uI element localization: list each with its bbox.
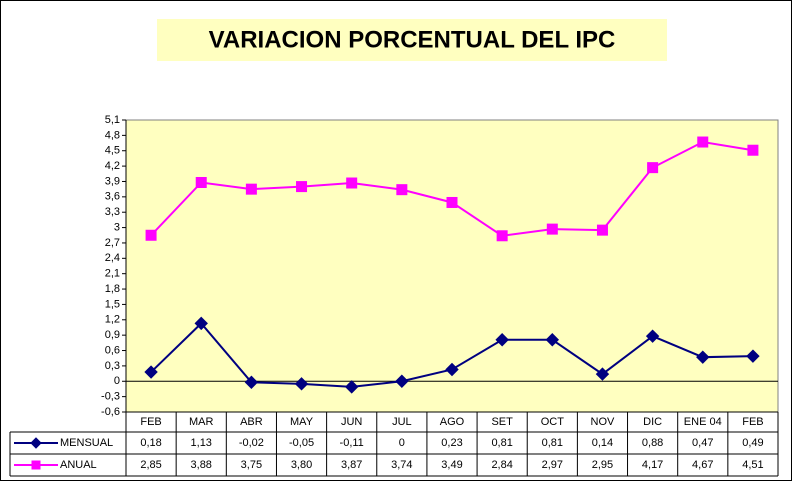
table-value: 2,85 bbox=[140, 459, 161, 471]
x-tick-label: MAR bbox=[189, 416, 214, 428]
marker bbox=[395, 374, 409, 388]
table-value: 3,75 bbox=[241, 459, 262, 471]
marker bbox=[496, 230, 508, 242]
table-value: 4,17 bbox=[642, 459, 663, 471]
y-tick-label: 4,2 bbox=[105, 160, 120, 172]
table-value: -0,02 bbox=[239, 437, 264, 449]
x-tick-label: ENE 04 bbox=[684, 416, 722, 428]
marker bbox=[145, 229, 157, 241]
marker bbox=[296, 181, 308, 193]
x-tick-label: FEB bbox=[742, 416, 763, 428]
x-tick-label: OCT bbox=[541, 416, 565, 428]
table-value: 2,97 bbox=[542, 459, 563, 471]
table-value: 2,84 bbox=[491, 459, 512, 471]
y-tick-label: -0,6 bbox=[101, 406, 120, 418]
table-value: 0,18 bbox=[140, 437, 161, 449]
y-tick-label: 3 bbox=[114, 221, 120, 233]
table-value: 0,81 bbox=[491, 437, 512, 449]
table-value: 4,51 bbox=[742, 459, 763, 471]
marker bbox=[396, 184, 408, 196]
table-value: 1,13 bbox=[191, 437, 212, 449]
marker bbox=[697, 136, 709, 148]
marker bbox=[647, 162, 659, 174]
x-tick-label: AGO bbox=[440, 416, 465, 428]
y-tick-label: 1,2 bbox=[105, 314, 120, 326]
y-tick-label: 0 bbox=[114, 375, 120, 387]
marker bbox=[245, 183, 257, 195]
table-value: 4,67 bbox=[692, 459, 713, 471]
marker bbox=[244, 375, 259, 389]
table-value: 3,87 bbox=[341, 459, 362, 471]
marker bbox=[596, 224, 608, 236]
x-tick-label: ABR bbox=[240, 416, 263, 428]
y-tick-label: 3,9 bbox=[105, 175, 120, 187]
marker bbox=[696, 350, 710, 364]
table-value: 3,49 bbox=[441, 459, 462, 471]
y-tick-label: 4,8 bbox=[105, 129, 120, 141]
marker bbox=[294, 377, 309, 391]
marker bbox=[546, 223, 558, 235]
table-value: 0,23 bbox=[441, 437, 462, 449]
table-value: 3,88 bbox=[191, 459, 212, 471]
marker bbox=[344, 380, 359, 394]
y-tick-label: 0,6 bbox=[105, 344, 120, 356]
y-tick-label: 0,3 bbox=[105, 360, 120, 372]
marker bbox=[346, 177, 358, 189]
marker bbox=[645, 329, 660, 343]
y-tick-label: 1,5 bbox=[105, 298, 120, 310]
x-tick-label: SET bbox=[491, 416, 513, 428]
marker bbox=[30, 437, 42, 449]
y-tick-label: -0,3 bbox=[101, 391, 120, 403]
x-tick-label: FEB bbox=[140, 416, 161, 428]
chart-title: VARIACION PORCENTUAL DEL IPC bbox=[209, 26, 616, 53]
table-value: 0 bbox=[399, 437, 405, 449]
marker bbox=[747, 144, 759, 156]
marker bbox=[446, 196, 458, 208]
x-tick-label: JUL bbox=[392, 416, 412, 428]
y-tick-label: 3,3 bbox=[105, 206, 120, 218]
y-tick-label: 4,5 bbox=[105, 145, 120, 157]
marker bbox=[31, 460, 41, 470]
table-value: 0,81 bbox=[542, 437, 563, 449]
marker bbox=[545, 333, 560, 347]
y-tick-label: 2,1 bbox=[105, 268, 120, 280]
marker bbox=[595, 367, 610, 381]
y-tick-label: 0,9 bbox=[105, 329, 120, 341]
x-tick-label: DIC bbox=[643, 416, 662, 428]
x-tick-label: MAY bbox=[290, 416, 314, 428]
legend-label: ANUAL bbox=[60, 459, 97, 471]
table-value: 0,49 bbox=[742, 437, 763, 449]
marker bbox=[445, 362, 459, 377]
table-value: 3,80 bbox=[291, 459, 312, 471]
table-value: 2,95 bbox=[592, 459, 613, 471]
title-box bbox=[157, 19, 667, 61]
marker bbox=[495, 333, 509, 347]
marker bbox=[195, 176, 207, 188]
table-value: 3,74 bbox=[391, 459, 412, 471]
legend-label: MENSUAL bbox=[60, 437, 113, 449]
y-tick-label: 1,8 bbox=[105, 283, 120, 295]
y-tick-label: 5,1 bbox=[105, 114, 120, 126]
table-value: -0,05 bbox=[289, 437, 314, 449]
y-tick-label: 2,4 bbox=[105, 252, 120, 264]
x-tick-label: JUN bbox=[341, 416, 362, 428]
x-tick-label: NOV bbox=[591, 416, 616, 428]
marker bbox=[194, 316, 208, 331]
y-tick-label: 3,6 bbox=[105, 191, 120, 203]
table-value: 0,88 bbox=[642, 437, 663, 449]
table-value: -0,11 bbox=[340, 437, 364, 449]
y-tick-label: 2,7 bbox=[105, 237, 120, 249]
table-value: 0,47 bbox=[692, 437, 713, 449]
marker bbox=[746, 349, 760, 363]
marker bbox=[144, 365, 158, 379]
table-value: 0,14 bbox=[592, 437, 613, 449]
